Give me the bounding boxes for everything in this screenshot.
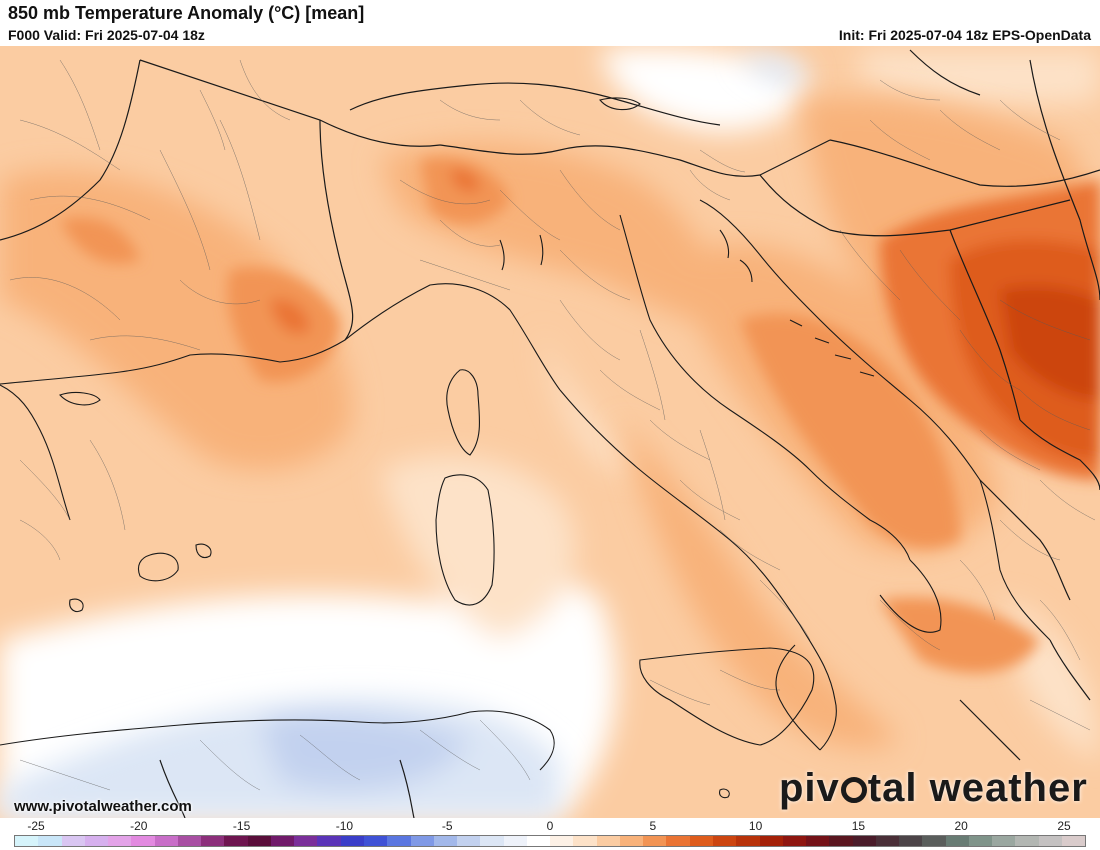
color-bar-swatch (736, 836, 760, 846)
logo-text-left: piv (779, 766, 840, 810)
color-bar-swatch (387, 836, 411, 846)
color-bar-swatch (480, 836, 504, 846)
color-bar-swatch (712, 836, 737, 846)
color-bar-tick-label: -10 (335, 819, 354, 833)
coastlines (0, 97, 1051, 799)
color-bar-swatch (154, 836, 178, 846)
color-bar-swatch (15, 836, 39, 846)
color-bar-swatch (689, 836, 713, 846)
color-bar-swatch (852, 836, 876, 846)
color-bar-swatch (829, 836, 853, 846)
color-bar-tick-label: 0 (546, 819, 554, 833)
header: 850 mb Temperature Anomaly (°C) [mean] F… (0, 0, 1100, 46)
color-bar-swatch (643, 836, 667, 846)
color-bar-swatch (992, 836, 1016, 846)
province-borders (9, 59, 1096, 791)
color-bar-swatch (38, 836, 62, 846)
anomaly-field-hot (60, 157, 1100, 674)
pivotal-weather-logo: piv tal weather (779, 766, 1088, 811)
color-bar-swatch (201, 836, 225, 846)
color-bar-swatch (224, 836, 248, 846)
color-bar-swatch (84, 836, 109, 846)
color-bar-ticks: -25 -20 -15 -10 -5 0 5 10 15 20 25 (0, 818, 1100, 834)
color-bar-tick-label: 15 (851, 819, 866, 833)
color-bar-swatch (666, 836, 690, 846)
color-bar-swatch (363, 836, 388, 846)
color-bar-swatch (945, 836, 969, 846)
color-bar-swatch (503, 836, 527, 846)
color-bar-tick-label: -25 (27, 819, 45, 833)
anomaly-field-cool (0, 53, 810, 818)
map-title: 850 mb Temperature Anomaly (°C) [mean] (8, 3, 365, 23)
color-bar-swatch (526, 836, 551, 846)
color-bar-swatch (177, 836, 202, 846)
color-bar-swatch (433, 836, 458, 846)
color-bar-tick-label: 5 (649, 819, 657, 833)
color-bar: -25 -20 -15 -10 -5 0 5 10 15 20 25 (0, 818, 1100, 850)
color-bar-swatch (317, 836, 341, 846)
color-bar-swatch (619, 836, 644, 846)
color-bar-swatch (61, 836, 85, 846)
color-bar-swatch (806, 836, 830, 846)
color-bar-swatch (340, 836, 364, 846)
color-bar-tick-label: 25 (1057, 819, 1071, 833)
country-borders (0, 49, 1100, 818)
color-bar-tick-label: 10 (748, 819, 763, 833)
color-bar-swatch (875, 836, 900, 846)
logo-text-right: tal weather (867, 766, 1088, 810)
color-bar-swatch (550, 836, 574, 846)
color-bar-swatch (899, 836, 923, 846)
color-bar-swatch (1061, 836, 1086, 846)
valid-time: F000 Valid: Fri 2025-07-04 18z (8, 27, 205, 43)
color-bar-swatch (457, 836, 481, 846)
color-bar-tick-label: -15 (232, 819, 251, 833)
color-bar-swatch (922, 836, 946, 846)
color-bar-swatch (247, 836, 271, 846)
anomaly-map (0, 46, 1100, 818)
color-bar-swatch (1038, 836, 1062, 846)
color-bar-swatch (270, 836, 295, 846)
website-watermark: www.pivotalweather.com (14, 798, 192, 815)
color-bar-swatch (131, 836, 155, 846)
color-bar-swatch (968, 836, 993, 846)
color-bar-swatch (596, 836, 620, 846)
color-bar-swatch (108, 836, 132, 846)
color-bar-tick-label: 20 (954, 819, 968, 833)
color-bar-swatches (14, 835, 1086, 847)
color-bar-swatch (782, 836, 807, 846)
color-bar-tick-label: -5 (441, 819, 453, 833)
color-bar-tick-label: -20 (130, 819, 148, 833)
color-bar-swatch (1015, 836, 1039, 846)
color-bar-swatch (759, 836, 783, 846)
color-bar-swatch (573, 836, 597, 846)
color-bar-swatch (294, 836, 318, 846)
map-canvas (0, 46, 1100, 818)
gear-icon (840, 777, 867, 803)
color-bar-swatch (410, 836, 434, 846)
init-time: Init: Fri 2025-07-04 18z EPS-OpenData (838, 27, 1091, 43)
